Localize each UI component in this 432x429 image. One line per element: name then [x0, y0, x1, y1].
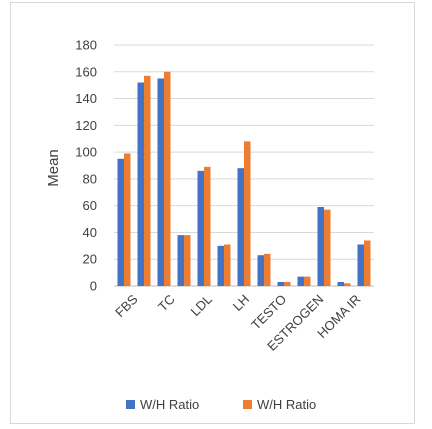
bar	[257, 255, 264, 286]
bar	[304, 276, 311, 286]
chart-frame: 0 20 40 60 80 100 120 140 160 180 FBS TC LDL LH TESTO…	[10, 2, 415, 424]
bar	[144, 75, 151, 287]
y-tick-label: 0	[90, 279, 97, 294]
bar	[184, 235, 191, 286]
bar	[164, 71, 171, 287]
bar	[297, 276, 304, 286]
bar	[364, 240, 371, 286]
x-tick-label: LDL	[188, 292, 215, 319]
bar	[217, 245, 224, 286]
legend: W/H Ratio W/H Ratio	[126, 397, 316, 412]
y-tick-label: 60	[83, 198, 97, 213]
bar	[344, 283, 351, 286]
y-tick-label: 120	[75, 118, 97, 133]
bar	[284, 281, 291, 286]
x-tick-label: TC	[155, 292, 178, 315]
bar	[277, 281, 284, 286]
legend-label: W/H Ratio	[140, 397, 199, 412]
bar	[237, 168, 244, 286]
bar	[357, 244, 364, 286]
x-tick-label: FBS	[112, 291, 141, 320]
y-tick-label: 80	[83, 171, 97, 186]
bar	[324, 209, 331, 286]
bar	[337, 281, 344, 286]
y-tick-label: 180	[75, 38, 97, 53]
y-axis-label: Mean	[45, 149, 62, 187]
legend-label: W/H Ratio	[257, 397, 316, 412]
bar	[204, 166, 211, 286]
y-tick-label: 160	[75, 64, 97, 79]
bar	[264, 253, 271, 286]
y-tick-label: 100	[75, 145, 97, 160]
bar	[137, 82, 144, 286]
bar	[117, 158, 124, 286]
bar	[157, 78, 164, 286]
y-axis-ticks: 0 20 40 60 80 100 120 140 160 180	[75, 38, 97, 294]
x-tick-label: LH	[230, 292, 252, 314]
bars	[117, 71, 371, 287]
legend-swatch	[126, 400, 135, 409]
y-tick-label: 140	[75, 91, 97, 106]
bar	[177, 235, 184, 286]
bar	[124, 153, 131, 286]
y-tick-label: 20	[83, 252, 97, 267]
bar	[317, 207, 324, 286]
y-tick-label: 40	[83, 225, 97, 240]
bar	[197, 170, 204, 286]
bar	[244, 141, 251, 286]
bar	[224, 244, 231, 286]
legend-swatch	[243, 400, 252, 409]
